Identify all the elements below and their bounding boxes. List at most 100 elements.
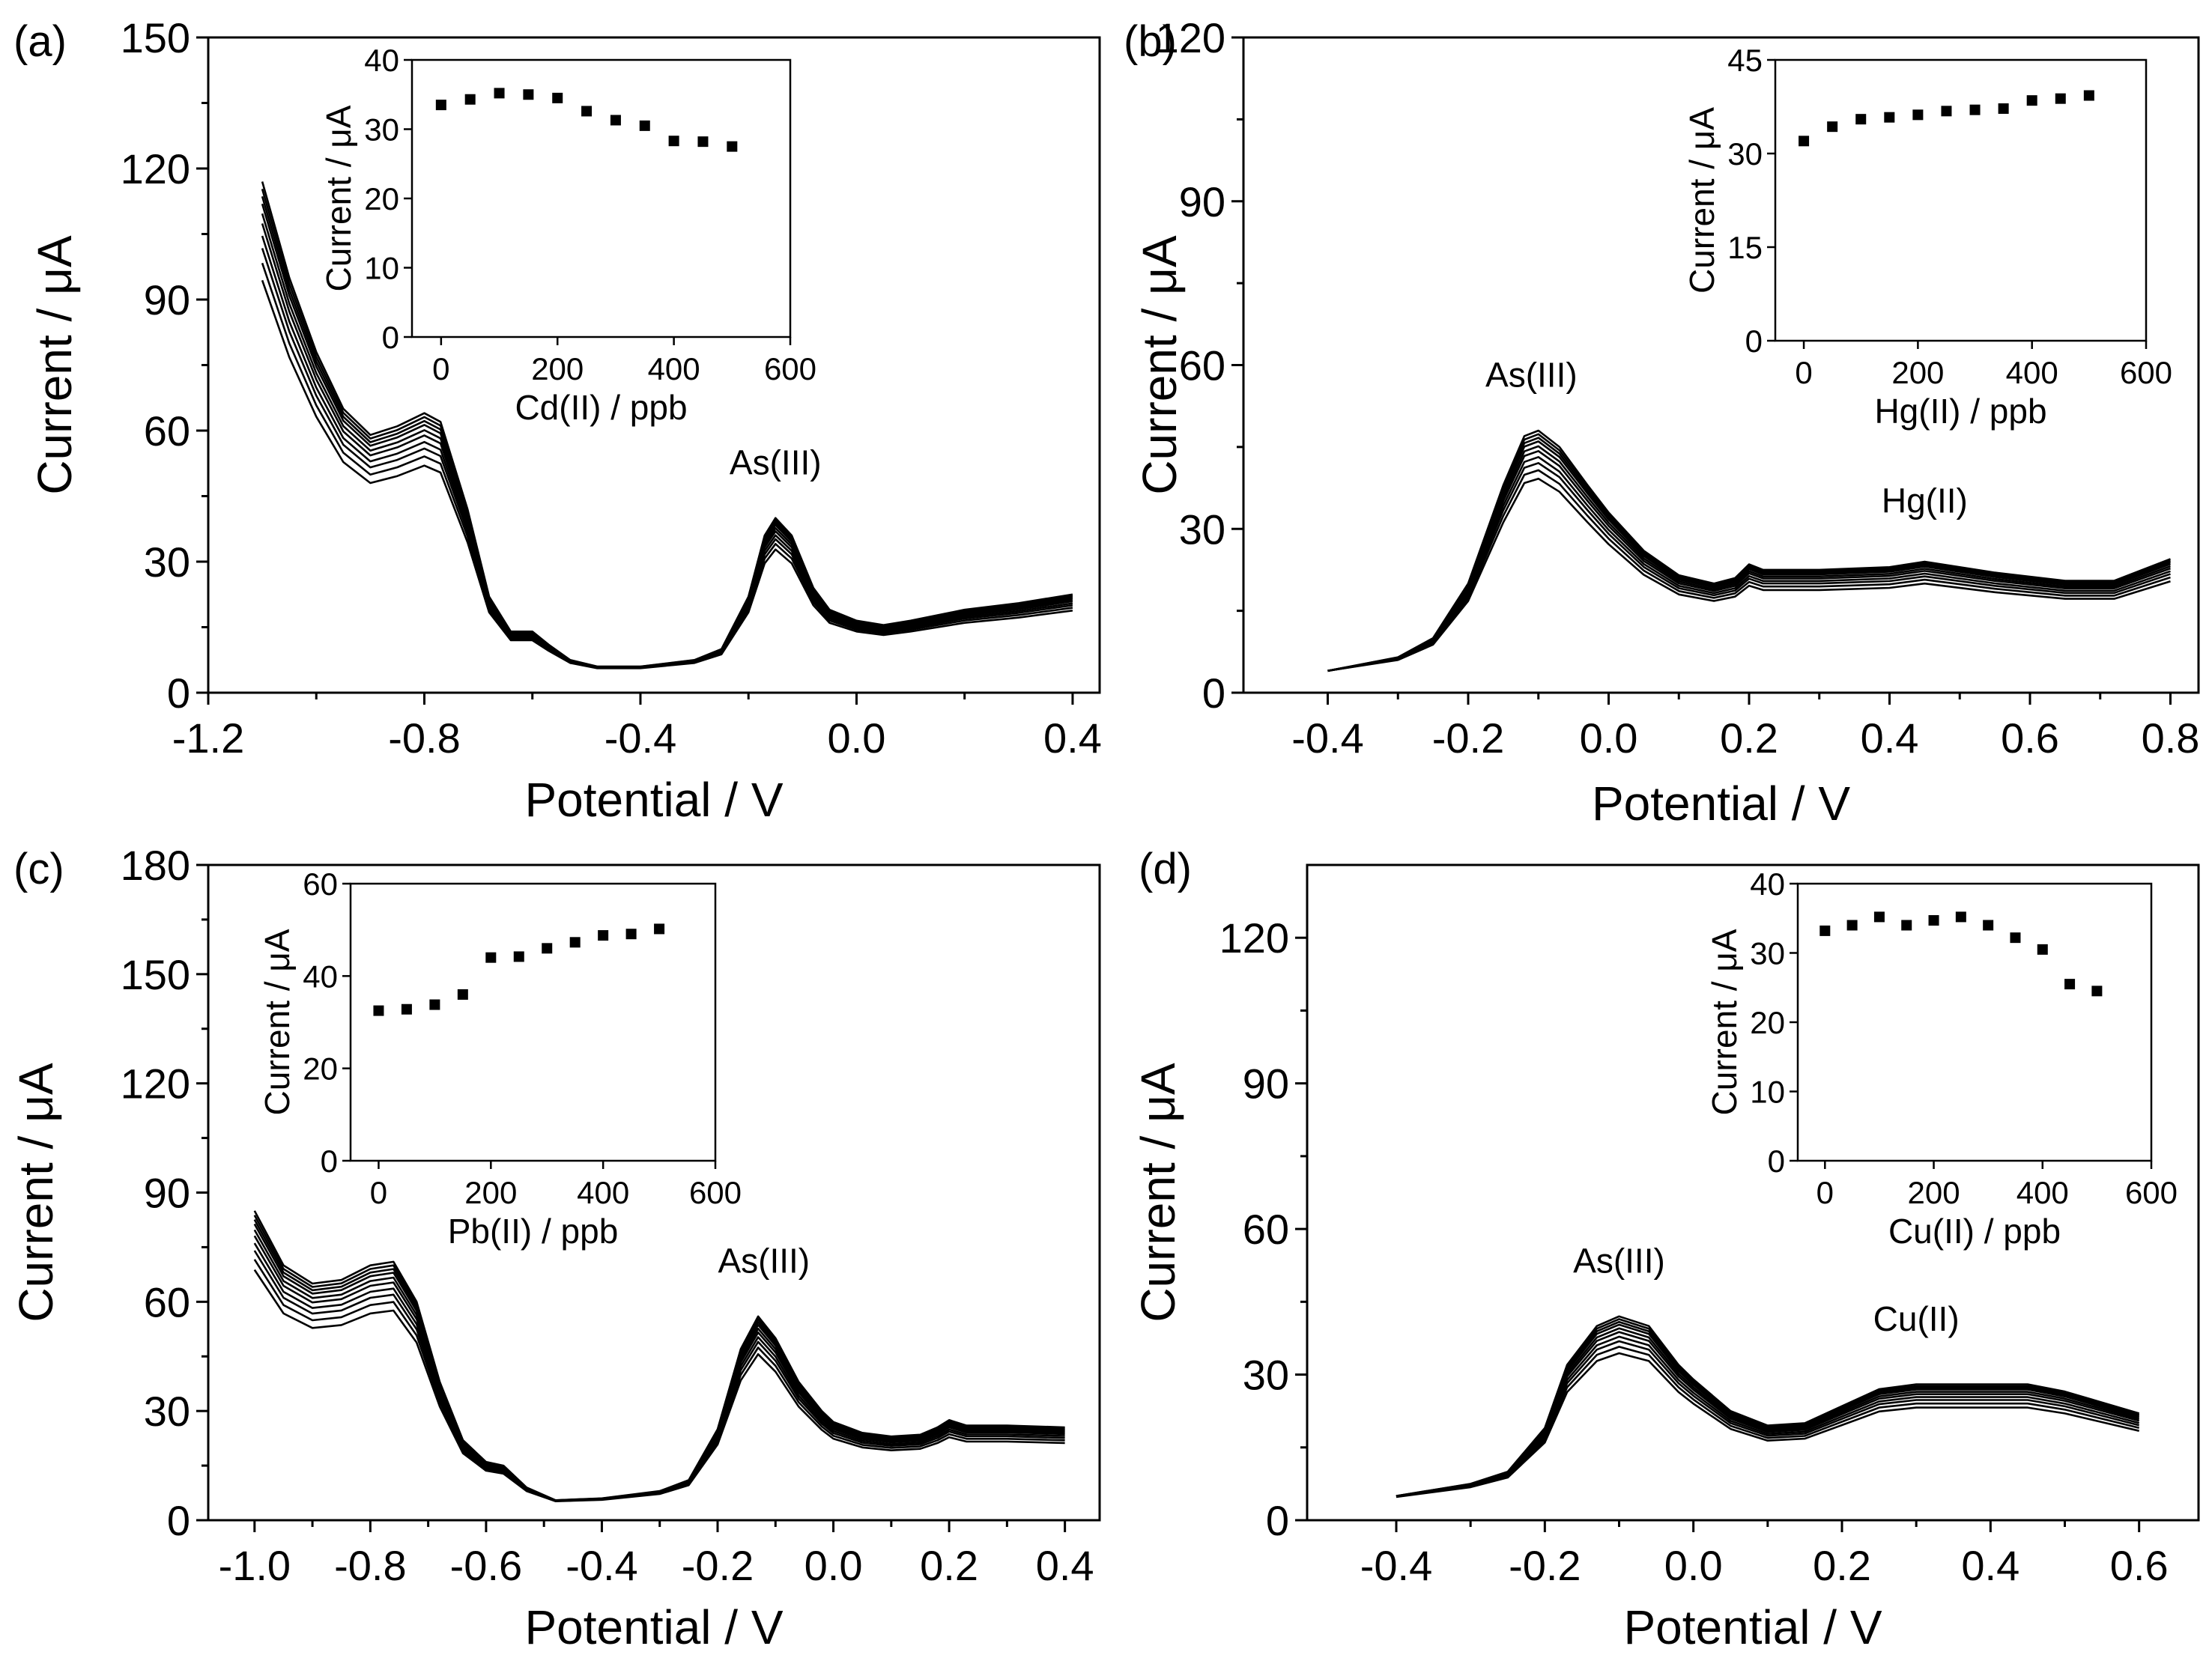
x-tick-label: 0.4: [1036, 1542, 1094, 1589]
series-line: [253, 1242, 1065, 1502]
inset-data-point: [2064, 979, 2076, 990]
series-line: [1327, 450, 2171, 672]
plot-frame: [207, 863, 1101, 1522]
inset-data-point: [485, 952, 497, 963]
inset-x-tick-label: 200: [1891, 355, 1944, 390]
series-line: [253, 1210, 1065, 1501]
inset-data-point: [1941, 106, 1952, 117]
x-tick-label: -0.4: [604, 714, 677, 762]
series-line: [253, 1250, 1065, 1502]
inset-data-point: [552, 92, 563, 103]
x-axis-title: Potential / V: [524, 1600, 783, 1654]
x-tick-label: -0.4: [1360, 1542, 1433, 1589]
inset-x-tick-label: 600: [764, 351, 816, 386]
x-tick-label: 0.0: [828, 714, 886, 762]
inset-data-point: [1969, 104, 1981, 115]
series-line: [253, 1223, 1065, 1501]
y-tick-label: 0: [1202, 669, 1225, 717]
x-tick-label: -0.8: [334, 1542, 407, 1589]
y-tick-label: 180: [121, 842, 190, 889]
series-line: [1327, 433, 2171, 672]
inset-x-tick-label: 400: [648, 351, 700, 386]
series-line: [1396, 1320, 2140, 1498]
inset-data-point: [464, 94, 476, 105]
inset-data-point: [2055, 93, 2066, 104]
x-tick-label: -0.6: [450, 1542, 523, 1589]
inset-data-point: [401, 1003, 412, 1015]
inset-data-point: [2026, 95, 2037, 106]
inset-x-tick-label: 0: [1795, 355, 1812, 390]
series-line: [1327, 440, 2171, 672]
inset-data-point: [1884, 112, 1895, 123]
inset-data-point: [668, 136, 679, 147]
inset-y-axis-title: Current / μA: [319, 105, 358, 291]
peak-annotation: As(III): [730, 443, 822, 482]
x-tick-label: 0.6: [2001, 714, 2059, 762]
inset-x-axis-title: Pb(II) / ppb: [448, 1212, 619, 1251]
series-line: [253, 1218, 1065, 1501]
x-tick-label: -0.4: [566, 1542, 638, 1589]
y-tick-label: 60: [1179, 342, 1225, 389]
x-tick-label: 0.8: [2142, 714, 2200, 762]
x-tick-label: -0.4: [1291, 714, 1364, 762]
inset-x-axis-title: Cd(II) / ppb: [515, 388, 687, 427]
inset-data-point: [1901, 920, 1912, 931]
peak-annotation: Cu(II): [1873, 1299, 1960, 1338]
inset-data-point: [1855, 114, 1867, 125]
inset-data-point: [1912, 109, 1924, 121]
panel-a: (a) -1.2 -0.8 -0.4 0.0 0.4 0 30 60 90 120 150 Potent…: [13, 14, 1102, 827]
inset-y-tick-label: 0: [1768, 1144, 1785, 1179]
series-line: [1396, 1352, 2139, 1498]
y-tick-label: 0: [1266, 1497, 1289, 1544]
series-line: [253, 1229, 1065, 1501]
series-line: [1327, 429, 2171, 672]
y-axis-title: Current / μA: [9, 1063, 63, 1323]
x-tick-label: -0.2: [682, 1542, 754, 1589]
peak-annotation: As(III): [718, 1241, 810, 1280]
inset-data-point: [727, 141, 738, 152]
inset-y-axis-title: Current / μA: [258, 929, 297, 1115]
y-tick-label: 60: [144, 1278, 190, 1326]
inset-data-point: [610, 115, 621, 126]
series-line: [1327, 445, 2171, 672]
x-tick-label: -0.8: [388, 714, 461, 762]
inset-data-point: [654, 923, 665, 935]
y-tick-label: 60: [144, 407, 190, 455]
x-tick-label: -0.2: [1509, 1542, 1581, 1589]
inset-x-tick-label: 0: [1816, 1175, 1834, 1210]
y-tick-label: 30: [1243, 1352, 1289, 1399]
y-tick-label: 90: [144, 1170, 190, 1217]
x-tick-label: 0.6: [2110, 1542, 2169, 1589]
y-tick-label: 0: [167, 669, 190, 717]
inset-frame: [1774, 58, 2148, 342]
inset-data-point: [2083, 90, 2094, 101]
y-tick-label: 30: [1179, 505, 1225, 553]
panel-label: (b): [1124, 17, 1177, 66]
inset-y-tick-label: 30: [1727, 136, 1763, 171]
x-tick-label: 0.2: [920, 1542, 978, 1589]
y-tick-label: 30: [144, 538, 190, 586]
inset-y-tick-label: 10: [364, 251, 399, 286]
inset-data-point: [1846, 920, 1858, 931]
inset-x-axis-title: Cu(II) / ppb: [1888, 1212, 2061, 1251]
x-tick-label: -1.0: [219, 1542, 291, 1589]
inset-data-point: [2010, 932, 2021, 944]
inset-y-tick-label: 20: [364, 181, 399, 216]
inset-data-point: [581, 106, 593, 117]
inset-y-tick-label: 0: [321, 1144, 338, 1179]
inset-data-point: [523, 89, 534, 100]
inset-data-point: [639, 120, 650, 131]
inset-data-point: [1955, 911, 1966, 923]
inset-data-point: [1873, 911, 1885, 923]
y-tick-label: 90: [1243, 1060, 1289, 1108]
series-line: [1327, 462, 2171, 672]
peak-annotation: Hg(II): [1882, 481, 1968, 520]
inset-data-point: [1799, 136, 1810, 147]
inset-data-point: [373, 1005, 384, 1016]
inset-data-point: [625, 929, 637, 940]
y-tick-label: 150: [121, 14, 190, 61]
inset-y-tick-label: 0: [1745, 324, 1763, 359]
series-line: [1327, 456, 2171, 672]
inset-x-tick-label: 600: [2120, 355, 2172, 390]
